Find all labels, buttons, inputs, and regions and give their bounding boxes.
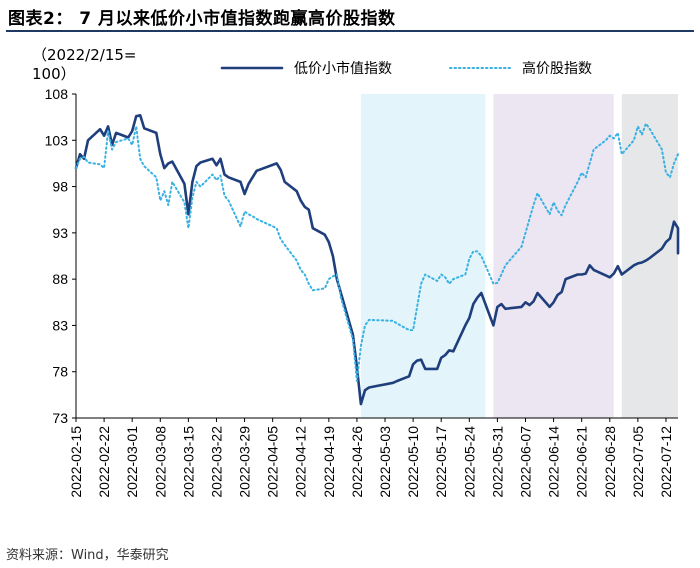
y-tick-label: 83: [52, 317, 68, 333]
x-tick-label: 2022-07-12: [658, 426, 674, 498]
y-unit-label: （2022/2/15= 100）: [32, 46, 136, 84]
x-tick-label: 2022-02-15: [68, 426, 84, 498]
shaded-period-3: [621, 94, 678, 418]
shaded-period-1: [360, 94, 486, 418]
x-tick-label: 2022-05-31: [489, 426, 505, 498]
y-tick-label: 93: [52, 225, 68, 241]
x-tick-label: 2022-06-14: [546, 426, 562, 498]
x-tick-label: 2022-07-05: [630, 426, 646, 498]
title-underline: [6, 30, 694, 32]
y-tick-label: 73: [52, 410, 68, 426]
x-tick-label: 2022-05-17: [433, 426, 449, 498]
x-tick-label: 2022-06-28: [602, 426, 618, 498]
chart-title: 图表2： 7 月以来低价小市值指数跑赢高价股指数: [8, 9, 396, 29]
y-unit-line-2: 100）: [32, 65, 76, 83]
shaded-period-2: [493, 94, 614, 418]
source-note: 资料来源：Wind，华泰研究: [6, 548, 169, 563]
x-tick-label: 2022-04-05: [265, 426, 281, 498]
legend-label-1: 低价小市值指数: [294, 60, 392, 77]
y-tick-label: 98: [52, 179, 68, 195]
x-tick-label: 2022-03-08: [152, 426, 168, 498]
x-tick-label: 2022-03-29: [237, 426, 253, 498]
x-tick-label: 2022-04-19: [321, 426, 337, 498]
x-tick-label: 2022-03-01: [124, 426, 140, 498]
x-tick-label: 2022-06-21: [574, 426, 590, 498]
y-unit-line-1: （2022/2/15=: [32, 46, 137, 64]
y-tick-label: 88: [52, 271, 68, 287]
x-tick-label: 2022-04-12: [293, 426, 309, 498]
x-tick-label: 2022-05-24: [461, 426, 477, 498]
x-tick-label: 2022-06-07: [517, 426, 533, 498]
x-tick-label: 2022-04-26: [349, 426, 365, 498]
x-tick-label: 2022-03-15: [180, 426, 196, 498]
series-line-2: [75, 122, 679, 382]
x-tick-label: 2022-05-10: [405, 426, 421, 498]
y-tick-label: 78: [52, 364, 68, 380]
x-tick-label: 2022-05-03: [377, 426, 393, 498]
legend-label-2: 高价股指数: [522, 60, 592, 77]
y-tick-label: 103: [45, 132, 69, 148]
y-tick-label: 108: [45, 86, 69, 102]
x-tick-label: 2022-03-22: [208, 426, 224, 498]
series-line-1: [74, 114, 680, 406]
x-tick-label: 2022-02-22: [96, 426, 112, 498]
